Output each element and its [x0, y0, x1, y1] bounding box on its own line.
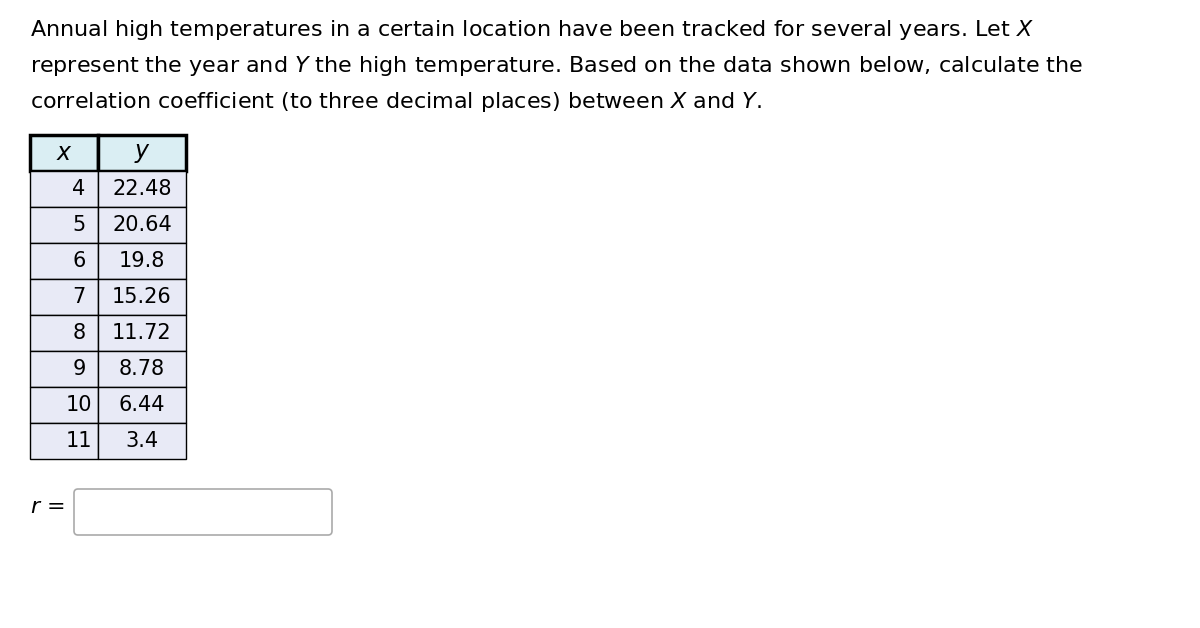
Bar: [30, 171, 98, 207]
Text: 4: 4: [72, 179, 85, 199]
FancyBboxPatch shape: [74, 489, 332, 535]
Bar: [98, 315, 186, 351]
Bar: [98, 351, 186, 387]
Bar: [98, 423, 186, 459]
Text: $\mathbf{\mathit{x}}$: $\mathbf{\mathit{x}}$: [55, 141, 72, 165]
Bar: [98, 279, 186, 315]
Text: 3.4: 3.4: [126, 431, 158, 451]
Bar: [30, 423, 98, 459]
Bar: [98, 207, 186, 243]
Text: $\mathbf{\mathit{y}}$: $\mathbf{\mathit{y}}$: [133, 141, 150, 165]
Text: $\mathit{r}$ =: $\mathit{r}$ =: [30, 497, 65, 517]
Text: 8: 8: [72, 323, 85, 343]
Text: 8.78: 8.78: [119, 359, 166, 379]
Bar: [30, 135, 98, 171]
Bar: [98, 243, 186, 279]
Text: 6: 6: [72, 251, 85, 271]
Bar: [30, 351, 98, 387]
Text: 11: 11: [66, 431, 92, 451]
Bar: [30, 243, 98, 279]
Text: correlation coefficient (to three decimal places) between $\mathit{X}$ and $\mat: correlation coefficient (to three decima…: [30, 90, 762, 114]
Text: 15.26: 15.26: [112, 287, 172, 307]
Text: represent the year and $\mathit{Y}$ the high temperature. Based on the data show: represent the year and $\mathit{Y}$ the …: [30, 54, 1084, 78]
Text: 22.48: 22.48: [113, 179, 172, 199]
Bar: [98, 171, 186, 207]
Bar: [30, 207, 98, 243]
Bar: [30, 387, 98, 423]
Text: 10: 10: [66, 395, 92, 415]
Text: Annual high temperatures in a certain location have been tracked for several yea: Annual high temperatures in a certain lo…: [30, 18, 1034, 42]
Bar: [98, 135, 186, 171]
Bar: [30, 279, 98, 315]
Text: 6.44: 6.44: [119, 395, 166, 415]
Bar: [98, 387, 186, 423]
Bar: [30, 315, 98, 351]
Text: 11.72: 11.72: [112, 323, 172, 343]
Text: 9: 9: [72, 359, 85, 379]
Text: 20.64: 20.64: [112, 215, 172, 235]
Text: 19.8: 19.8: [119, 251, 166, 271]
Text: 7: 7: [72, 287, 85, 307]
Text: 5: 5: [72, 215, 85, 235]
